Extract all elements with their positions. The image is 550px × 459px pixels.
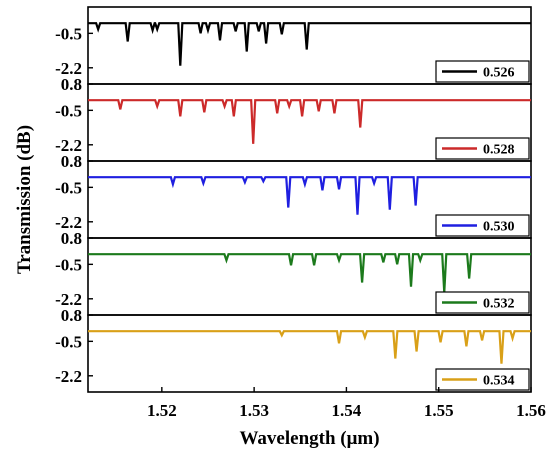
panels-group: -0.5 -2.2 0.526 0.8 -0.5 -2.2 0.528 0.8 -0.5 -2.2…	[55, 6, 532, 393]
y-tick-label: -0.5	[55, 332, 82, 351]
y-tick-label: -0.5	[55, 24, 82, 43]
panel-0.526: -0.5 -2.2 0.526	[55, 6, 532, 85]
series-line-0.534	[88, 330, 531, 364]
legend-box	[435, 214, 530, 237]
legend-box	[435, 291, 530, 314]
y-tick-label: 0.8	[61, 306, 82, 325]
legend-box	[435, 60, 530, 83]
legend-box	[435, 368, 530, 391]
y-axis-title: Transmission (dB)	[14, 125, 35, 274]
x-tick-label: 1.55	[424, 401, 454, 420]
legend-label: 0.526	[483, 66, 515, 81]
x-axis-title: Wavelength (μm)	[239, 428, 379, 449]
x-tick-label: 1.56	[516, 401, 546, 420]
series-line-0.526	[88, 22, 531, 66]
legend-box	[435, 137, 530, 160]
y-tick-label: -0.5	[55, 178, 82, 197]
y-tick-label: -0.5	[55, 101, 82, 120]
x-tick-label: 1.53	[239, 401, 269, 420]
panel-0.528: 0.8 -0.5 -2.2 0.528	[55, 75, 532, 162]
y-tick-label: -2.2	[55, 290, 82, 309]
x-tick-label: 1.54	[332, 401, 362, 420]
legend-label: 0.530	[483, 220, 515, 235]
legend-label: 0.532	[483, 297, 515, 312]
y-tick-label: 0.8	[61, 152, 82, 171]
legend-label: 0.534	[483, 374, 515, 389]
y-tick-label: 0.8	[61, 75, 82, 94]
x-axis-ticks: 1.52 1.53 1.54 1.55 1.56	[147, 387, 546, 420]
panel-0.534: 0.8 -0.5 -2.2 0.534	[55, 306, 532, 393]
panel-frame	[87, 314, 532, 393]
series-line-0.532	[88, 253, 531, 293]
y-tick-label: -2.2	[55, 136, 82, 155]
y-tick-label: 0.8	[61, 229, 82, 248]
panel-0.532: 0.8 -0.5 -2.2 0.532	[55, 229, 532, 316]
series-line-0.530	[88, 176, 531, 215]
x-tick-label: 1.52	[147, 401, 177, 420]
y-tick-label: -2.2	[55, 367, 82, 386]
y-tick-label: -2.2	[55, 59, 82, 78]
panel-0.530: 0.8 -0.5 -2.2 0.530	[55, 152, 532, 239]
y-tick-label: -2.2	[55, 213, 82, 232]
y-tick-label: -0.5	[55, 255, 82, 274]
legend-label: 0.528	[483, 143, 515, 158]
series-line-0.528	[88, 99, 531, 144]
